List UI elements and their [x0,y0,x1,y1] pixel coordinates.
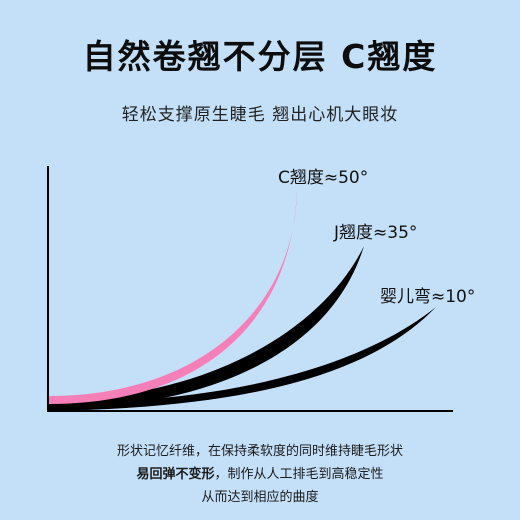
description-line-1: 形状记忆纤维，在保持柔软度的同时维持睫毛形状 [116,444,403,459]
description-line-3: 从而达到相应的曲度 [201,490,319,505]
c-curl-curve [49,188,297,404]
description-text: 形状记忆纤维，在保持柔软度的同时维持睫毛形状 易回弹不变形，制作从人工排毛到高稳… [0,440,520,509]
j-curl-label: J翘度≈35° [333,223,417,243]
baby-curl-curve [49,307,436,411]
baby-curl-label: 婴儿弯≈10° [380,287,475,307]
description-line-2: 易回弹不变形，制作从人工排毛到高稳定性 [0,463,520,486]
j-curl-curve [49,246,364,410]
description-highlight: 易回弹不变形 [136,467,215,482]
page-subtitle: 轻松支撑原生睫毛 翘出心机大眼妆 [121,105,399,125]
c-curl-label: C翘度≈50° [278,168,368,188]
description-line-2-rest: ，制作从人工排毛到高稳定性 [214,467,384,482]
page-title: 自然卷翘不分层 C翘度 [82,37,438,76]
